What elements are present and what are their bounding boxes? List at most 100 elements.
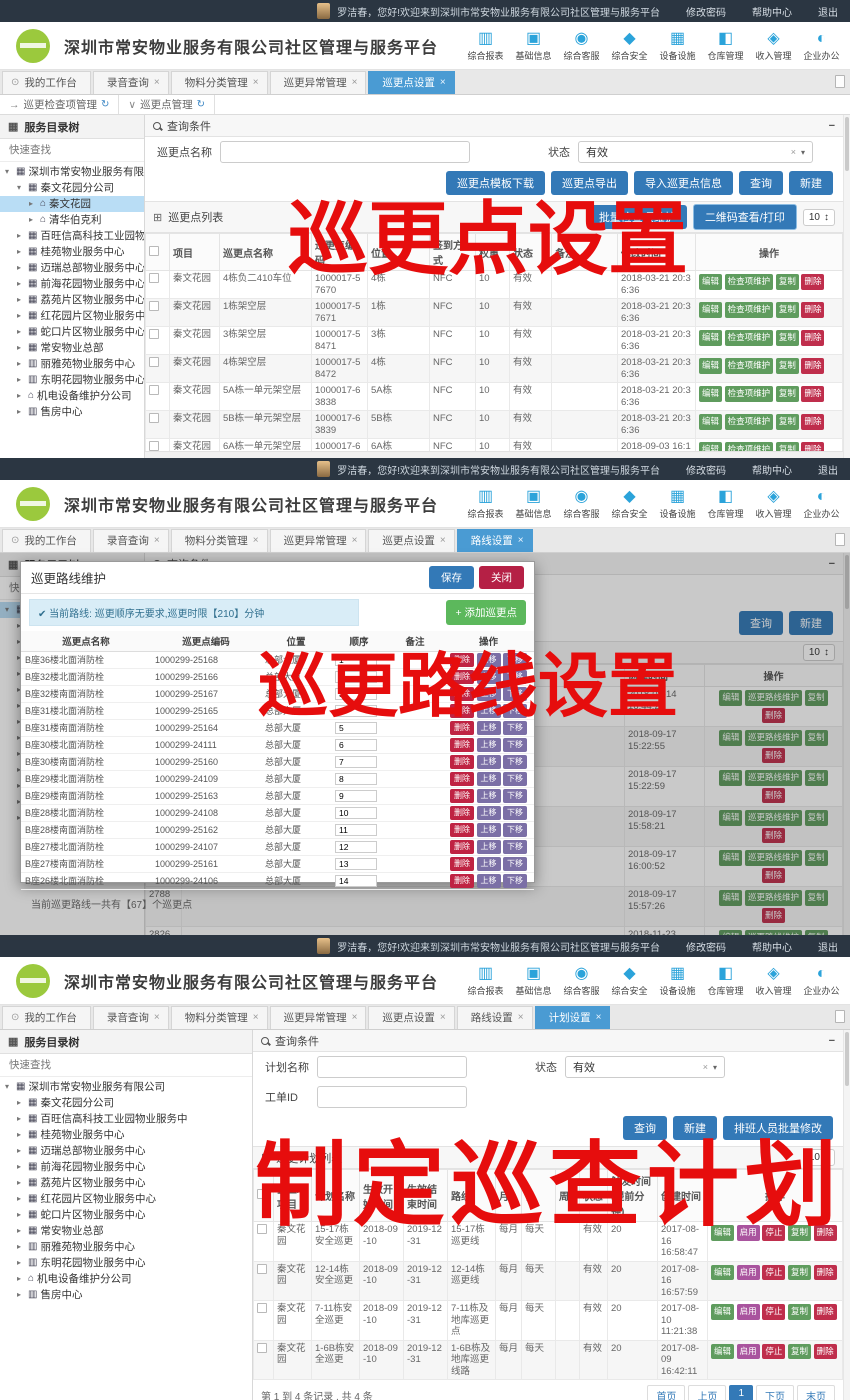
create-button[interactable]: 新建 — [673, 1116, 717, 1140]
plan-name-input[interactable] — [317, 1056, 467, 1078]
sequence-input[interactable] — [335, 790, 377, 802]
expander-icon[interactable]: ▸ — [17, 279, 22, 288]
edit-button[interactable]: 编辑 — [711, 1343, 735, 1359]
tree-node[interactable]: ▸ ▥ 售房中心 — [0, 404, 144, 420]
user-avatar[interactable] — [317, 3, 331, 19]
move-down-button[interactable]: 下移 — [503, 670, 528, 684]
move-down-button[interactable]: 下移 — [503, 704, 528, 718]
horizontal-scrollbar[interactable] — [145, 451, 843, 458]
copy-button[interactable]: 复制 — [804, 690, 828, 706]
move-up-button[interactable]: 上移 — [476, 670, 501, 684]
expander-icon[interactable]: ▾ — [5, 1082, 10, 1091]
delete-button[interactable]: 删除 — [449, 755, 474, 769]
delete-button[interactable]: 删除 — [761, 787, 785, 803]
edit-button[interactable]: 编辑 — [699, 330, 723, 346]
move-down-button[interactable]: 下移 — [503, 874, 528, 888]
subtab-patrol-points[interactable]: ∨ 巡更点管理 ↻ — [119, 95, 215, 114]
page-tab[interactable]: 录音查询 × — [92, 1006, 169, 1029]
page-tab[interactable]: 巡更点设置 × — [368, 1006, 455, 1029]
close-button[interactable]: 关闭 — [479, 566, 524, 589]
collapse-icon[interactable]: − — [828, 119, 835, 132]
import-button[interactable]: 导入巡更点信息 — [634, 171, 733, 195]
delete-button[interactable]: 删除 — [449, 653, 474, 667]
help-center-link[interactable]: 帮助中心 — [752, 465, 792, 477]
tab-close-icon[interactable]: × — [252, 1012, 259, 1023]
batch-check-items-button[interactable]: 批量检查项维护 — [587, 205, 687, 229]
user-avatar[interactable] — [317, 461, 331, 477]
page-tab[interactable]: ⊙ 我的工作台 — [2, 1006, 91, 1029]
expander-icon[interactable]: ▸ — [17, 1226, 22, 1235]
copy-button[interactable]: 复制 — [804, 850, 828, 866]
check-items-maintain-button[interactable]: 检查项维护 — [724, 358, 774, 374]
delete-button[interactable]: 删除 — [761, 907, 785, 923]
expander-icon[interactable]: ▸ — [17, 1258, 22, 1267]
nav-item[interactable]: ◉ 综合客服 — [559, 29, 604, 62]
page-tab[interactable]: 路线设置 × — [456, 529, 533, 552]
expander-icon[interactable]: ▸ — [17, 621, 22, 630]
expander-icon[interactable]: ▸ — [17, 1242, 22, 1251]
edit-button[interactable]: 编辑 — [719, 890, 743, 906]
tree-node[interactable]: ▸ ▦ 荔苑片区物业服务中心 — [0, 1175, 252, 1191]
point-name-input[interactable] — [220, 141, 470, 163]
delete-button[interactable]: 删除 — [801, 358, 825, 374]
expander-icon[interactable]: ▸ — [17, 653, 22, 662]
refresh-icon[interactable]: ↻ — [101, 99, 110, 110]
tree-node[interactable]: ▸ ▦ 前海花园物业服务中心 — [0, 276, 144, 292]
move-up-button[interactable]: 上移 — [476, 874, 501, 888]
tab-close-icon[interactable]: × — [517, 1012, 524, 1023]
tree-node[interactable]: ▸ ▦ 百旺信高科技工业园物业服务中 — [0, 1111, 252, 1127]
copy-button[interactable]: 复制 — [787, 1343, 811, 1359]
copy-button[interactable]: 复制 — [804, 890, 828, 906]
tree-node[interactable]: ▸ ▦ 秦文花园分公司 — [0, 1095, 252, 1111]
change-password-link[interactable]: 修改密码 — [686, 465, 726, 477]
delete-button[interactable]: 删除 — [761, 827, 785, 843]
move-up-button[interactable]: 上移 — [476, 840, 501, 854]
edit-button[interactable]: 编辑 — [699, 302, 723, 318]
row-checkbox[interactable] — [257, 1263, 267, 1274]
page-button[interactable]: 下页 — [756, 1385, 794, 1400]
delete-button[interactable]: 删除 — [813, 1304, 837, 1320]
nav-item[interactable]: ◉ 综合客服 — [559, 487, 604, 520]
copy-button[interactable]: 复制 — [775, 358, 799, 374]
tree-node[interactable]: ▸ ⌂ 机电设备维护分公司 — [0, 1271, 252, 1287]
expander-icon[interactable]: ▸ — [17, 391, 22, 400]
document-icon[interactable] — [835, 75, 845, 88]
delete-button[interactable]: 删除 — [761, 747, 785, 763]
search-button[interactable]: 查询 — [623, 1116, 667, 1140]
tree-node[interactable]: ▸ ▦ 红花园片区物业服务中心 — [0, 1191, 252, 1207]
copy-button[interactable]: 复制 — [804, 770, 828, 786]
edit-button[interactable]: 编辑 — [699, 386, 723, 402]
delete-button[interactable]: 删除 — [813, 1264, 837, 1280]
move-up-button[interactable]: 上移 — [476, 789, 501, 803]
nav-item[interactable]: ▦ 设备设施 — [655, 29, 700, 62]
edit-button[interactable]: 编辑 — [719, 690, 743, 706]
route-maintain-button[interactable]: 巡更路线维护 — [744, 690, 802, 706]
delete-button[interactable]: 删除 — [761, 707, 785, 723]
delete-button[interactable]: 删除 — [449, 704, 474, 718]
copy-button[interactable]: 复制 — [804, 810, 828, 826]
batch-staff-edit-button[interactable]: 排班人员批量修改 — [723, 1116, 833, 1140]
nav-item[interactable]: ▣ 基础信息 — [511, 964, 556, 997]
nav-item[interactable]: ◆ 综合安全 — [607, 964, 652, 997]
edit-button[interactable]: 编辑 — [719, 810, 743, 826]
expander-icon[interactable]: ▸ — [29, 199, 34, 208]
sequence-input[interactable] — [335, 824, 377, 836]
sequence-input[interactable] — [335, 671, 377, 683]
nav-item[interactable]: ▣ 基础信息 — [511, 29, 556, 62]
refresh-icon[interactable]: ↻ — [196, 99, 205, 110]
save-button[interactable]: 保存 — [429, 566, 474, 589]
route-maintain-button[interactable]: 巡更路线维护 — [744, 850, 802, 866]
edit-button[interactable]: 编辑 — [719, 930, 743, 935]
tree-node[interactable]: ▸ ⌂ 清华伯克利 — [0, 212, 144, 228]
help-center-link[interactable]: 帮助中心 — [752, 7, 792, 19]
move-down-button[interactable]: 下移 — [503, 806, 528, 820]
subtab-check-items[interactable]: → 巡更检查项管理 ↻ — [0, 95, 120, 114]
expander-icon[interactable]: ▾ — [5, 605, 10, 614]
delete-button[interactable]: 删除 — [449, 857, 474, 871]
tab-close-icon[interactable]: × — [351, 77, 358, 88]
tab-close-icon[interactable]: × — [153, 77, 160, 88]
nav-item[interactable]: ◧ 仓库管理 — [703, 487, 748, 520]
page-tab[interactable]: 巡更点设置 × — [368, 529, 455, 552]
expander-icon[interactable]: ▸ — [17, 1274, 22, 1283]
move-down-button[interactable]: 下移 — [503, 840, 528, 854]
